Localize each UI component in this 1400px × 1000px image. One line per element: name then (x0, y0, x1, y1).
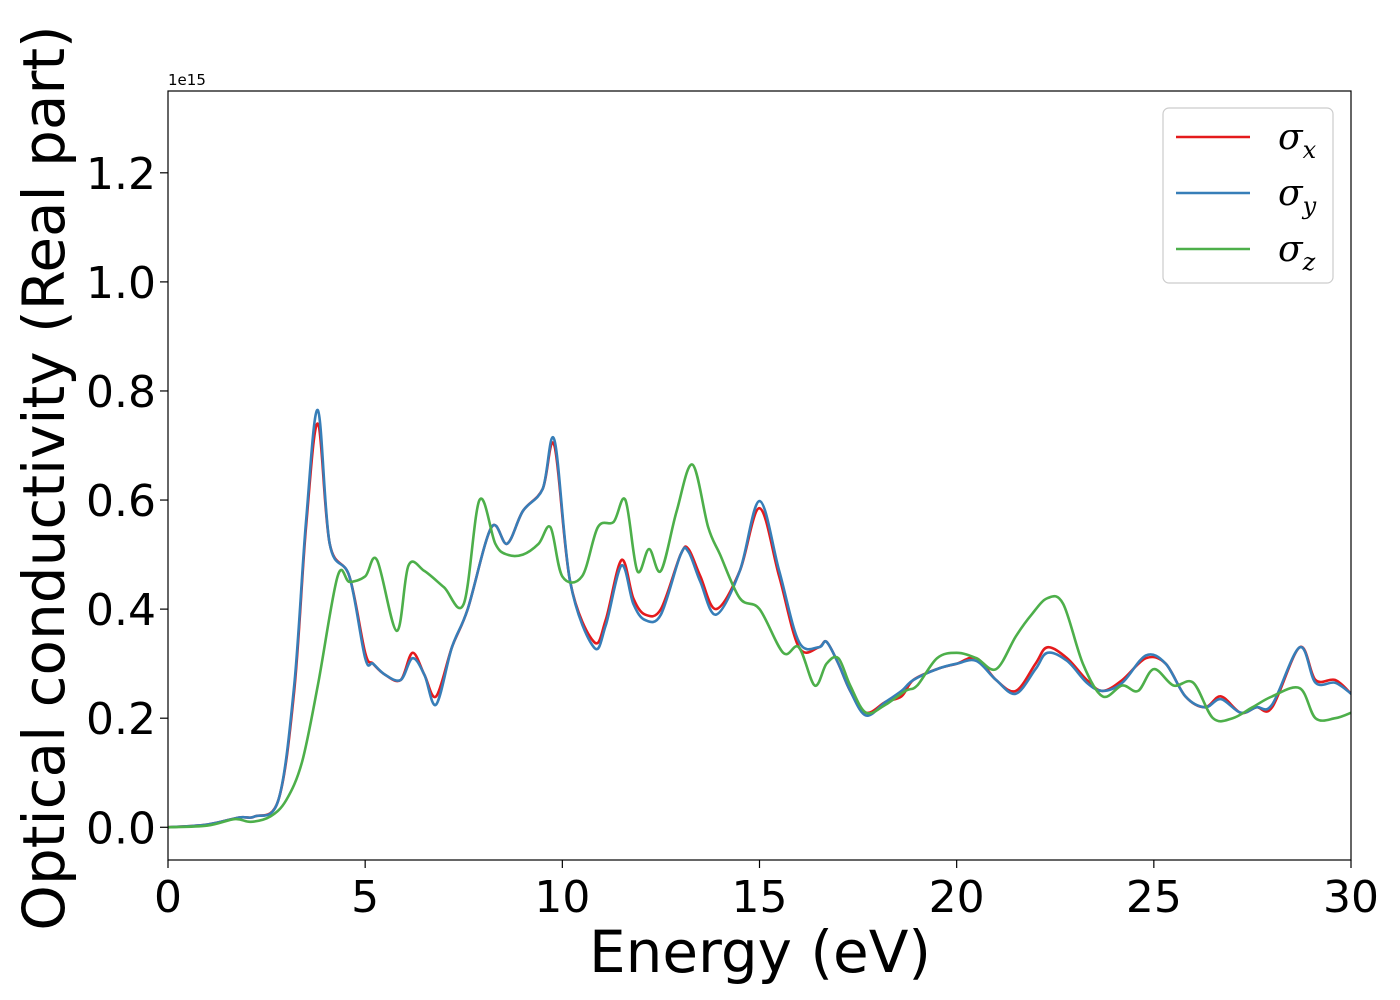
x-tick-label: 15 (732, 872, 788, 923)
y-tick-label: 0.6 (86, 476, 156, 527)
legend-label-z: σz (1278, 229, 1316, 276)
x-tick-label: 30 (1323, 872, 1379, 923)
legend-label-x: σx (1278, 117, 1317, 164)
x-tick-label: 5 (351, 872, 379, 923)
y-offset-label: 1e15 (168, 71, 206, 89)
series-layer (168, 408, 1351, 829)
legend-label-y: σy (1278, 173, 1317, 220)
plot-area (167, 90, 1352, 861)
y-axis-title: Optical conductivity (Real part) (10, 25, 78, 930)
x-tick-label: 10 (534, 872, 590, 923)
x-tick-label: 25 (1126, 872, 1182, 923)
y-axis-ticks: 0.0 0.2 0.4 0.6 0.8 1.0 1.2 (86, 149, 168, 854)
series-line-z (168, 463, 1351, 829)
y-tick-label: 0.8 (86, 367, 156, 418)
x-axis-title: Energy (eV) (589, 918, 931, 986)
legend-box (1162, 107, 1334, 284)
y-tick-label: 0.4 (86, 585, 156, 636)
y-tick-label: 1.2 (86, 149, 156, 200)
y-tick-label: 0.2 (86, 694, 156, 745)
y-tick-label: 1.0 (86, 258, 156, 309)
x-tick-label: 0 (154, 872, 182, 923)
x-tick-label: 20 (929, 872, 985, 923)
series-line-x (168, 422, 1351, 829)
legend-items: σx σy σz (1176, 117, 1317, 276)
x-axis-ticks: 0 5 10 15 20 25 30 (154, 860, 1379, 923)
series-line-y (168, 408, 1351, 829)
y-tick-label: 0.0 (86, 803, 156, 854)
legend: σx σy σz (1162, 107, 1334, 284)
